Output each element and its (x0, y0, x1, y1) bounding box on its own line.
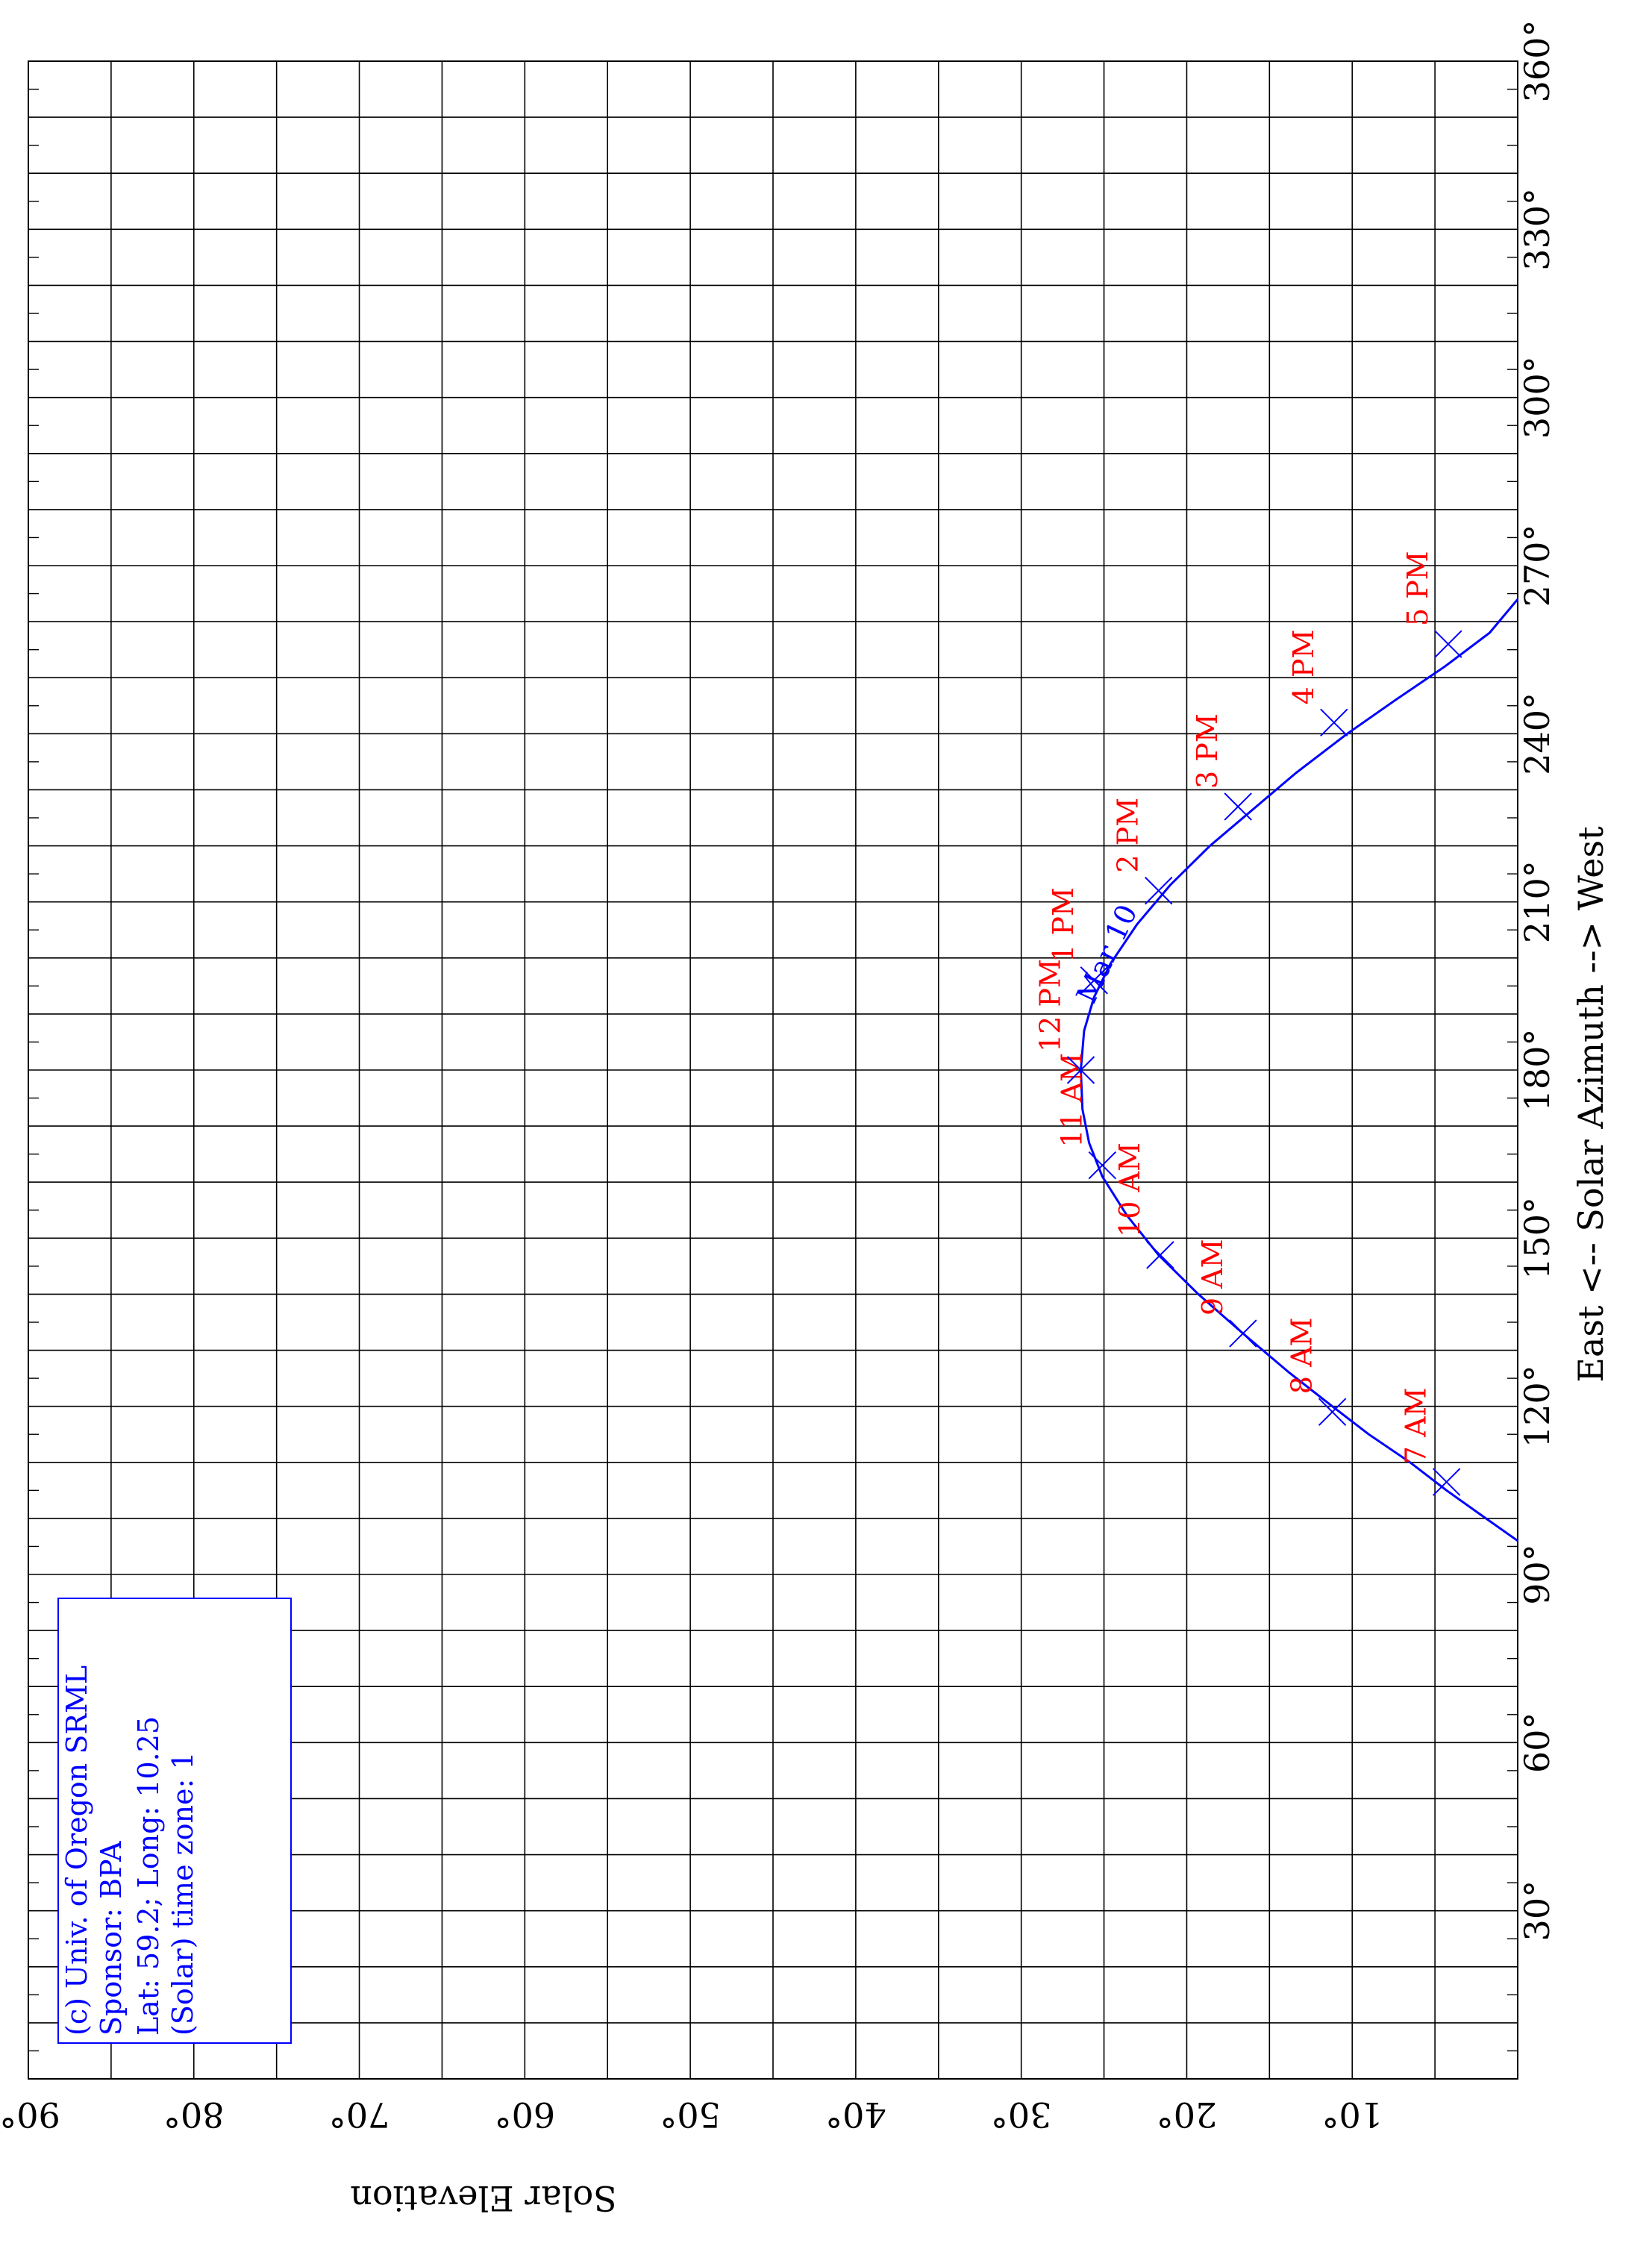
chart-tick-marks (28, 88, 1518, 2052)
elevation-tick-label: 50° (660, 2095, 721, 2135)
elevation-tick-label: 30° (991, 2095, 1052, 2135)
hour-marker: 3 PM (1191, 713, 1252, 821)
info-line-location: Lat: 59.2; Long: 10.25 (132, 1716, 165, 2036)
hour-marker: 12 PM (1034, 959, 1095, 1084)
hour-marker-cross (1432, 1468, 1461, 1496)
elevation-tick-label: 60° (495, 2095, 556, 2135)
hour-marker: 2 PM (1112, 798, 1173, 905)
hour-marker: 4 PM (1287, 630, 1348, 737)
elevation-tick-label: 40° (825, 2095, 886, 2135)
hour-marker: 7 AM (1400, 1387, 1461, 1496)
azimuth-tick-label: 360° (1517, 20, 1557, 103)
elevation-tick-label: 70° (329, 2095, 390, 2135)
series-layer (1079, 598, 1519, 1542)
hour-marker-label: 2 PM (1112, 798, 1145, 873)
hour-marker-cross (1320, 708, 1348, 737)
azimuth-tick-label: 150° (1517, 1197, 1557, 1280)
hour-marker-label: 10 AM (1113, 1142, 1146, 1237)
hour-marker-cross (1229, 1319, 1257, 1348)
hour-marker-cross (1146, 1241, 1174, 1269)
elevation-tick-labels: 10° 20° 30° 40° 50° 60° 70° 80° 90° (0, 2095, 1383, 2135)
hour-marker-label: 5 PM (1401, 551, 1434, 626)
hour-marker: 10 AM (1113, 1142, 1174, 1269)
series-annotation: Mar 10 (1070, 899, 1144, 1008)
azimuth-tick-label: 210° (1517, 860, 1557, 943)
y-axis-title: Solar Elevation (350, 2178, 616, 2218)
azimuth-tick-label: 30° (1517, 1880, 1557, 1942)
hour-marker: 11 AM (1055, 1053, 1117, 1180)
elevation-tick-label: 20° (1157, 2095, 1218, 2135)
info-line-timezone: (Solar) time zone: 1 (166, 1751, 199, 2036)
hour-marker: 9 AM (1196, 1239, 1257, 1348)
info-box-frame (57, 1598, 292, 2044)
info-line-credit: (c) Univ. of Oregon SRML (60, 1665, 93, 2036)
azimuth-tick-labels: 30° 60° 90° 120° 150° 180° 210° 240° 270° 300° 330… (1517, 20, 1557, 1942)
hour-marker: 8 AM (1286, 1318, 1347, 1426)
hour-marker-label: 4 PM (1287, 630, 1320, 705)
azimuth-tick-label: 90° (1517, 1544, 1557, 1605)
hour-marker-cross (1145, 876, 1173, 905)
hour-marker-cross (1318, 1398, 1347, 1426)
series-line-mar-10 (1079, 598, 1519, 1542)
hour-marker-cross (1224, 792, 1252, 821)
azimuth-tick-label: 300° (1517, 356, 1557, 439)
hour-marker: 1 PM (1047, 887, 1108, 995)
azimuth-tick-label: 330° (1517, 188, 1557, 271)
hour-marker-label: 7 AM (1400, 1387, 1433, 1464)
annotations: Mar 10 (1070, 899, 1144, 1008)
x-axis-title: East <-- Solar Azimuth --> West (1571, 826, 1611, 1383)
hour-marker-label: 9 AM (1196, 1239, 1229, 1316)
hour-marker-cross (1088, 1151, 1117, 1180)
hour-marker-label: 3 PM (1191, 713, 1224, 789)
hour-marker-label: 1 PM (1047, 887, 1080, 963)
azimuth-tick-label: 240° (1517, 692, 1557, 775)
elevation-tick-label: 90° (0, 2095, 60, 2135)
azimuth-tick-label: 180° (1517, 1029, 1557, 1112)
hour-marker-cross (1434, 630, 1462, 658)
plot-area-frame (28, 60, 1518, 2080)
azimuth-tick-label: 120° (1517, 1365, 1557, 1448)
hour-marker-label: 8 AM (1286, 1318, 1318, 1395)
hour-marker-label: 12 PM (1034, 959, 1067, 1052)
elevation-tick-label: 80° (163, 2095, 225, 2135)
azimuth-tick-label: 270° (1517, 525, 1557, 607)
hour-marker-cross (1080, 966, 1108, 995)
info-box: (c) Univ. of Oregon SRML Sponsor: BPA La… (57, 1598, 292, 2044)
elevation-tick-label: 10° (1321, 2095, 1383, 2135)
hour-marker: 5 PM (1401, 551, 1462, 658)
info-line-sponsor: Sponsor: BPA (95, 1841, 128, 2036)
hour-marker-cross (1066, 1056, 1095, 1084)
azimuth-tick-label: 60° (1517, 1712, 1557, 1774)
